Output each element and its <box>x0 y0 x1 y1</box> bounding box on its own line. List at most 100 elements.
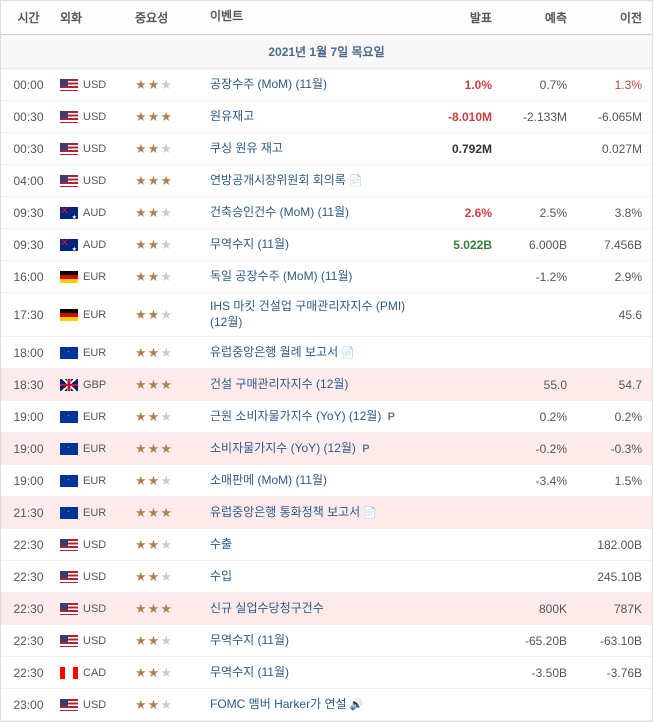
star-icon: ★ <box>148 77 160 93</box>
currency-code: USD <box>83 635 106 647</box>
cell-actual <box>421 271 496 283</box>
star-icon: ★ <box>148 665 160 681</box>
cell-event[interactable]: 신규 실업수당청구건수 <box>206 595 421 623</box>
table-row[interactable]: 09:30AUD★★★무역수지 (11월)5.022B6.000B7.456B <box>1 229 652 261</box>
header-currency: 외화 <box>56 1 131 34</box>
currency-code: AUD <box>83 239 106 251</box>
currency-code: EUR <box>83 507 106 519</box>
cell-currency: AUD <box>56 233 131 257</box>
star-icon: ★ <box>135 77 147 93</box>
cell-previous: 787K <box>571 596 646 622</box>
cell-event[interactable]: 소매판메 (MoM) (11월) <box>206 467 421 495</box>
table-row[interactable]: 22:30CAD★★★무역수지 (11월)-3.50B-3.76B <box>1 657 652 689</box>
star-icon: ★ <box>135 345 147 361</box>
cell-event[interactable]: 공장수주 (MoM) (11월) <box>206 71 421 99</box>
currency-code: USD <box>83 539 106 551</box>
star-icon: ★ <box>148 601 160 617</box>
cell-actual <box>421 667 496 679</box>
cell-forecast: 55.0 <box>496 372 571 398</box>
cell-event[interactable]: 무역수지 (11월) <box>206 231 421 259</box>
table-row[interactable]: 00:30USD★★★쿠싱 원유 재고0.792M0.027M <box>1 133 652 165</box>
cell-event[interactable]: 쿠싱 원유 재고 <box>206 135 421 163</box>
preliminary-marker: P <box>362 443 369 455</box>
table-row[interactable]: 22:30 USD ★★★ 수출 182.00B <box>1 529 652 561</box>
cell-time: 00:00 <box>1 72 56 98</box>
table-row[interactable]: 04:00USD★★★연방공개시장위원회 회의록📄 <box>1 165 652 197</box>
cell-importance: ★★★ <box>131 167 206 195</box>
star-icon: ★ <box>160 345 172 361</box>
table-row[interactable]: 16:00EUR★★★독일 공장수주 (MoM) (11월)-1.2%2.9% <box>1 261 652 293</box>
cell-event[interactable]: 연방공개시장위원회 회의록📄 <box>206 167 421 195</box>
header-actual: 발표 <box>421 1 496 34</box>
event-text: IHS 마킷 건설업 구매관리자지수 (PMI) (12월) <box>210 299 405 329</box>
event-text: 연방공개시장위원회 회의록 <box>210 173 346 187</box>
star-icon: ★ <box>135 377 147 393</box>
event-text: 유럽중앙은행 월례 보고서 <box>210 345 338 359</box>
cell-event[interactable]: 유럽중앙은행 통화정책 보고서📄 <box>206 499 421 527</box>
cell-event[interactable]: 소비자물가지수 (YoY) (12월) P <box>206 435 421 463</box>
cell-event[interactable]: 원유재고 <box>206 103 421 131</box>
table-row[interactable]: 21:30EUR★★★유럽중앙은행 통화정책 보고서📄 <box>1 497 652 529</box>
cell-time: 22:30 <box>1 532 56 558</box>
cell-currency: USD <box>56 533 131 557</box>
usd-flag-icon <box>60 635 78 647</box>
star-icon: ★ <box>148 109 160 125</box>
event-text: 독일 공장수주 (MoM) (11월) <box>210 269 352 283</box>
star-icon: ★ <box>160 77 172 93</box>
cell-event[interactable]: IHS 마킷 건설업 구매관리자지수 (PMI) (12월) <box>206 293 421 336</box>
table-row[interactable]: 22:30USD★★★신규 실업수당청구건수800K787K <box>1 593 652 625</box>
cell-event[interactable]: 건설 구매관리자지수 (12월) <box>206 371 421 399</box>
cell-time: 18:30 <box>1 372 56 398</box>
table-row[interactable]: 19:00EUR★★★소매판메 (MoM) (11월)-3.4%1.5% <box>1 465 652 497</box>
star-icon: ★ <box>148 633 160 649</box>
table-row[interactable]: 00:30USD★★★원유재고-8.010M-2.133M-6.065M <box>1 101 652 133</box>
cell-event[interactable]: 무역수지 (11월) <box>206 659 421 687</box>
cell-actual <box>421 175 496 187</box>
table-row[interactable]: 18:00EUR★★★유럽중앙은행 월례 보고서📄 <box>1 337 652 369</box>
table-row[interactable]: 19:00EUR★★★근원 소비자물가지수 (YoY) (12월) P0.2%0… <box>1 401 652 433</box>
table-row[interactable]: 00:00USD★★★공장수주 (MoM) (11월)1.0%0.7%1.3% <box>1 69 652 101</box>
cell-event[interactable]: 수출 <box>206 531 421 559</box>
table-row[interactable]: 18:30GBP★★★건설 구매관리자지수 (12월)55.054.7 <box>1 369 652 401</box>
table-row[interactable]: 09:30AUD★★★건축승인건수 (MoM) (11월)2.6%2.5%3.8… <box>1 197 652 229</box>
usd-flag-icon <box>60 603 78 615</box>
cell-event[interactable]: 독일 공장수주 (MoM) (11월) <box>206 263 421 291</box>
cell-event[interactable]: 유럽중앙은행 월례 보고서📄 <box>206 339 421 367</box>
cell-actual <box>421 347 496 359</box>
cell-time: 19:00 <box>1 404 56 430</box>
cell-currency: USD <box>56 693 131 717</box>
cell-event[interactable]: 수입 <box>206 563 421 591</box>
cell-forecast <box>496 699 571 711</box>
star-icon: ★ <box>160 237 172 253</box>
table-row[interactable]: 22:30USD★★★수입245.10B <box>1 561 652 593</box>
currency-code: EUR <box>83 475 106 487</box>
cell-previous <box>571 507 646 519</box>
cell-forecast: -65.20B <box>496 628 571 654</box>
table-row[interactable]: 23:00USD★★★FOMC 멤버 Harker가 연설🔊 <box>1 689 652 721</box>
currency-code: USD <box>83 699 106 711</box>
cell-currency: USD <box>56 73 131 97</box>
cell-previous: 3.8% <box>571 200 646 226</box>
cell-event[interactable]: 무역수지 (11월) <box>206 627 421 655</box>
aud-flag-icon <box>60 239 78 251</box>
star-icon: ★ <box>135 569 147 585</box>
star-icon: ★ <box>160 601 172 617</box>
cell-time: 19:00 <box>1 468 56 494</box>
currency-code: GBP <box>83 379 106 391</box>
table-row[interactable]: 19:00EUR★★★소비자물가지수 (YoY) (12월) P-0.2%-0.… <box>1 433 652 465</box>
cell-importance: ★★★ <box>131 531 206 559</box>
cell-event[interactable]: FOMC 멤버 Harker가 연설🔊 <box>206 691 421 719</box>
table-row[interactable]: 22:30USD★★★무역수지 (11월)-65.20B-63.10B <box>1 625 652 657</box>
cell-previous: 182.00B <box>571 532 646 558</box>
cell-event[interactable]: 근원 소비자물가지수 (YoY) (12월) P <box>206 403 421 431</box>
cell-currency: CAD <box>56 661 131 685</box>
cell-importance: ★★★ <box>131 627 206 655</box>
event-text: 수출 <box>210 537 232 551</box>
cell-event[interactable]: 건축승인건수 (MoM) (11월) <box>206 199 421 227</box>
star-icon: ★ <box>148 537 160 553</box>
table-row[interactable]: 17:30EUR★★★IHS 마킷 건설업 구매관리자지수 (PMI) (12월… <box>1 293 652 337</box>
ger-flag-icon <box>60 309 78 321</box>
cell-previous: 0.027M <box>571 136 646 162</box>
cell-previous <box>571 175 646 187</box>
usd-flag-icon <box>60 79 78 91</box>
